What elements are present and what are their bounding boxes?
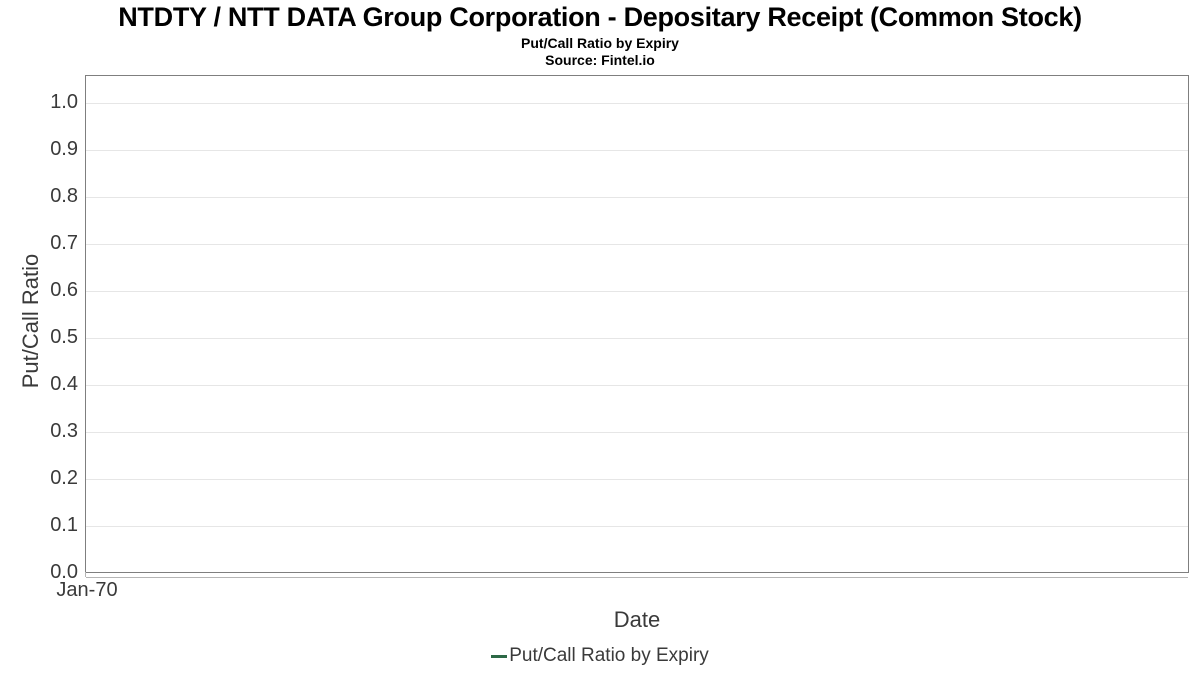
y-tick-label: 0.6	[50, 279, 78, 301]
x-axis-line	[86, 577, 1188, 578]
y-tick-label: 0.1	[50, 514, 78, 536]
gridline	[86, 291, 1188, 292]
y-axis-tick-labels: 0.0 0.1 0.2 0.3 0.4 0.5 0.6 0.7 0.8 0.9 1.0	[0, 75, 78, 583]
gridline	[86, 197, 1188, 198]
legend: Put/Call Ratio by Expiry	[0, 645, 1200, 667]
gridline	[86, 338, 1188, 339]
y-tick-label: 0.3	[50, 420, 78, 442]
gridline	[86, 432, 1188, 433]
legend-line-swatch	[491, 654, 508, 658]
y-tick-label: 0.9	[50, 138, 78, 160]
x-axis-title: Date	[613, 607, 661, 632]
chart-subtitle: Put/Call Ratio by Expiry	[521, 35, 679, 51]
y-tick-label: 0.2	[50, 467, 78, 489]
gridline	[86, 385, 1188, 386]
gridline	[86, 103, 1188, 104]
chart-source-credit: Source: Fintel.io	[545, 52, 655, 68]
plot-area	[85, 75, 1189, 573]
y-tick-label: 0.7	[50, 232, 78, 254]
x-tick-label: Jan-70	[56, 579, 118, 601]
chart-title: NTDTY / NTT DATA Group Corporation - Dep…	[118, 2, 1082, 32]
gridline	[86, 244, 1188, 245]
y-tick-label: 1.0	[50, 91, 78, 113]
gridline	[86, 526, 1188, 527]
legend-series-label: Put/Call Ratio by Expiry	[509, 645, 709, 666]
y-tick-label: 0.0	[50, 561, 78, 583]
y-tick-label: 0.4	[50, 373, 78, 395]
gridline	[86, 479, 1188, 480]
y-tick-label: 0.8	[50, 185, 78, 207]
gridline	[86, 150, 1188, 151]
y-tick-label: 0.5	[50, 326, 78, 348]
y-axis-title: Put/Call Ratio	[18, 253, 43, 389]
x-tick-mark	[85, 572, 86, 577]
